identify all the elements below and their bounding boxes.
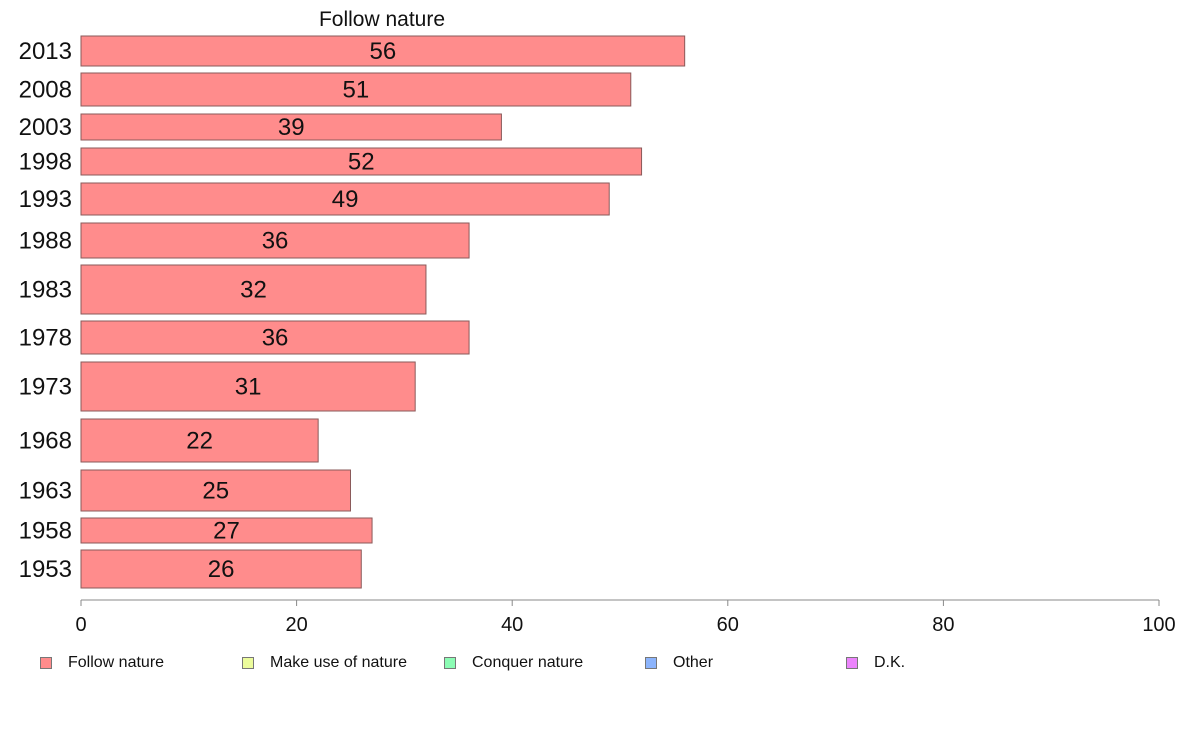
legend-swatch xyxy=(645,657,657,669)
legend-label: Conquer nature xyxy=(472,654,584,671)
data-label-1973: 31 xyxy=(235,374,262,401)
data-label-1968: 22 xyxy=(186,428,213,455)
legend-swatch xyxy=(242,657,254,669)
x-axis: 0 20 40 60 80 100 xyxy=(75,599,1176,636)
bar-chart: Follow nature 56 2013 51 2008 39 2003 52 1998 49… xyxy=(19,8,1176,636)
legend-label: Other xyxy=(673,654,714,671)
data-label-1988: 36 xyxy=(262,228,289,255)
bar-1983 xyxy=(80,264,427,315)
category-label-2003: 2003 xyxy=(19,114,72,141)
bar-1958 xyxy=(80,517,373,544)
data-label-1978: 36 xyxy=(262,325,289,352)
category-label-1993: 1993 xyxy=(19,186,72,213)
category-label-1958: 1958 xyxy=(19,518,72,545)
data-label-1953: 26 xyxy=(208,556,235,583)
data-label-1993: 49 xyxy=(332,186,359,213)
x-tick-label-60: 60 xyxy=(717,614,739,636)
legend-item-d-k: D.K. xyxy=(846,652,905,674)
x-tick-label-0: 0 xyxy=(75,614,86,636)
category-label-2008: 2008 xyxy=(19,77,72,104)
data-label-1998: 52 xyxy=(348,149,375,176)
bar-1953 xyxy=(80,549,362,589)
chart-legend: Follow nature Make use of nature Conquer n… xyxy=(0,652,1188,674)
x-tick-label-100: 100 xyxy=(1142,614,1175,636)
legend-label: D.K. xyxy=(874,654,906,671)
bar-1988 xyxy=(80,222,470,259)
bar-1963 xyxy=(80,469,351,512)
legend-item-conquer-nature: Conquer nature xyxy=(444,652,583,674)
bar-2003 xyxy=(80,113,502,141)
data-label-2003: 39 xyxy=(278,114,305,141)
bar-1998 xyxy=(80,147,643,176)
data-label-1983: 32 xyxy=(240,277,267,304)
category-label-1963: 1963 xyxy=(19,478,72,505)
category-label-1968: 1968 xyxy=(19,428,72,455)
bar-1978 xyxy=(80,320,470,355)
category-label-2013: 2013 xyxy=(19,38,72,65)
bars-layer: 56 2013 51 2008 39 2003 52 1998 49 1993 36 1988 32 19… xyxy=(19,35,686,589)
category-label-1953: 1953 xyxy=(19,556,72,583)
data-label-2008: 51 xyxy=(343,77,370,104)
legend-swatch xyxy=(444,657,456,669)
chart-title: Follow nature xyxy=(319,8,445,31)
data-label-1958: 27 xyxy=(213,518,240,545)
legend-swatch xyxy=(846,657,858,669)
bar-1993 xyxy=(80,182,610,216)
legend-item-follow-nature: Follow nature xyxy=(40,652,164,674)
legend-label: Make use of nature xyxy=(270,654,407,671)
category-label-1998: 1998 xyxy=(19,149,72,176)
x-tick-label-20: 20 xyxy=(285,614,307,636)
category-label-1978: 1978 xyxy=(19,325,72,352)
legend-label: Follow nature xyxy=(68,654,165,671)
x-tick-label-80: 80 xyxy=(932,614,954,636)
category-label-1983: 1983 xyxy=(19,277,72,304)
legend-item-make-use-of-nature: Make use of nature xyxy=(242,652,407,674)
bar-2013 xyxy=(80,35,686,67)
data-label-2013: 56 xyxy=(369,38,396,65)
bar-2008 xyxy=(80,72,632,107)
legend-swatch xyxy=(40,657,52,669)
category-label-1988: 1988 xyxy=(19,228,72,255)
category-label-1973: 1973 xyxy=(19,374,72,401)
x-tick-label-40: 40 xyxy=(501,614,523,636)
legend-item-other: Other xyxy=(645,652,713,674)
bar-1968 xyxy=(80,418,319,463)
bar-1973 xyxy=(80,361,416,412)
data-label-1963: 25 xyxy=(202,478,229,505)
